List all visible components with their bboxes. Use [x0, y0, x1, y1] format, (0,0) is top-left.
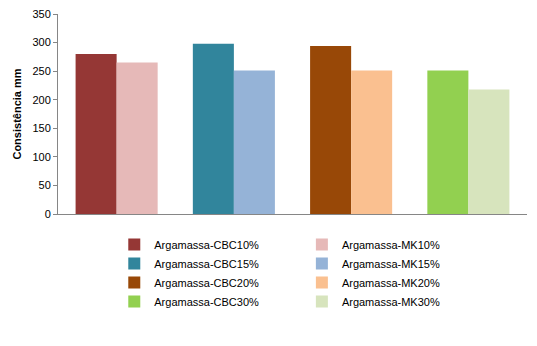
svg-text:Argamassa-MK30%: Argamassa-MK30%: [342, 296, 440, 308]
svg-text:Argamassa-CBC30%: Argamassa-CBC30%: [154, 296, 259, 308]
svg-text:Argamassa-CBC20%: Argamassa-CBC20%: [154, 277, 259, 289]
svg-text:Consistência mm: Consistência mm: [11, 68, 23, 159]
svg-text:Argamassa-MK10%: Argamassa-MK10%: [342, 239, 440, 251]
svg-text:50: 50: [39, 179, 51, 191]
svg-text:Argamassa-CBC15%: Argamassa-CBC15%: [154, 258, 259, 270]
svg-text:350: 350: [32, 8, 50, 20]
svg-text:0: 0: [45, 208, 51, 220]
svg-text:200: 200: [32, 94, 50, 106]
svg-text:300: 300: [32, 36, 50, 48]
svg-text:Argamassa-CBC10%: Argamassa-CBC10%: [154, 239, 259, 251]
svg-text:150: 150: [32, 122, 50, 134]
svg-text:Argamassa-MK15%: Argamassa-MK15%: [342, 258, 440, 270]
svg-text:100: 100: [32, 151, 50, 163]
svg-text:Argamassa-MK20%: Argamassa-MK20%: [342, 277, 440, 289]
svg-text:250: 250: [32, 65, 50, 77]
